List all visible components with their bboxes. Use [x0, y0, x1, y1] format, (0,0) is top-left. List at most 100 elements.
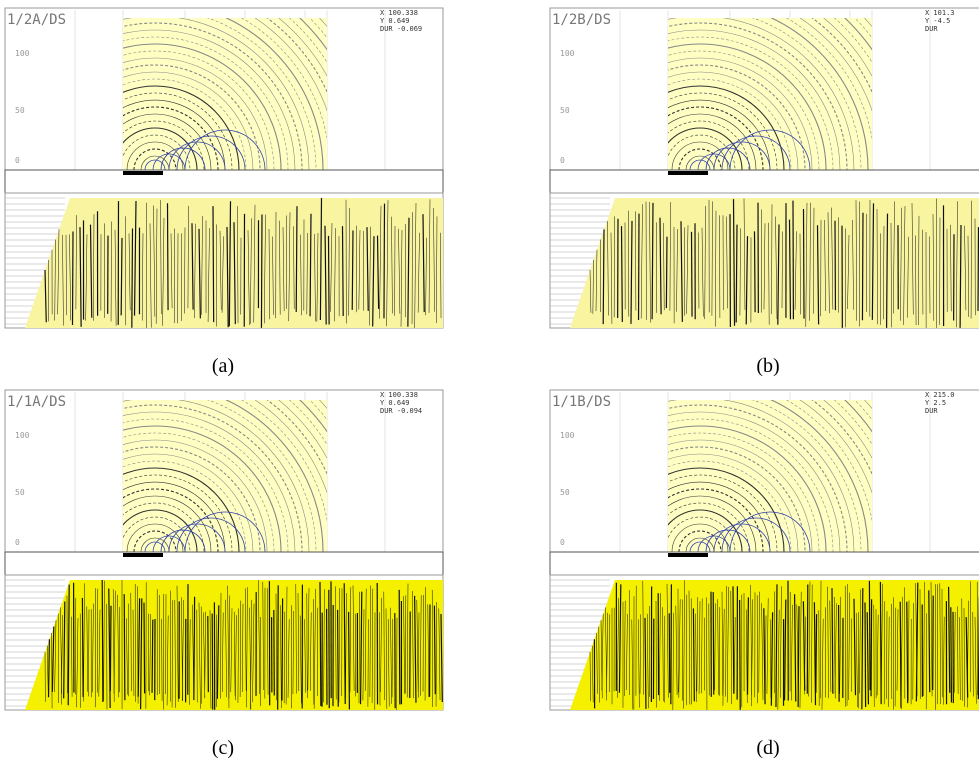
trace-spike: [181, 599, 184, 701]
trace-spike: [83, 583, 85, 702]
trace-spike: [883, 601, 886, 705]
trace-spike: [915, 235, 917, 326]
trace-spike: [870, 599, 873, 697]
trace-spike: [602, 229, 605, 325]
trace-spike: [620, 226, 623, 323]
trace-spike: [802, 209, 805, 319]
trace-spike: [923, 581, 925, 696]
trace-spike: [821, 618, 824, 710]
trace-spike: [804, 616, 806, 695]
trace-spike: [189, 619, 191, 705]
trace-spike: [71, 231, 74, 325]
trace-spike: [309, 213, 312, 317]
trace-spike: [438, 608, 441, 701]
trace-spike: [745, 236, 749, 325]
blue-arc: [176, 517, 246, 553]
trace-spike: [959, 617, 961, 701]
trace-spike: [768, 222, 770, 325]
trace-spike: [383, 591, 385, 701]
trace-spike: [589, 269, 592, 313]
trace-spike: [824, 220, 826, 311]
trace-spike: [726, 216, 728, 309]
trace-spike: [201, 215, 203, 315]
blue-arc: [705, 147, 751, 171]
source-bar: [123, 553, 163, 557]
trace-spike: [171, 600, 173, 708]
trace-spike: [912, 603, 914, 700]
trace-spike: [338, 588, 341, 703]
wave-field: [123, 400, 327, 552]
trace-spike: [341, 226, 344, 317]
trace-spike: [166, 203, 169, 311]
wave-arc: [140, 537, 170, 552]
wave-arc: [123, 71, 254, 170]
trace-spike: [791, 604, 793, 701]
trace-spike: [54, 620, 57, 693]
trace-spike: [812, 207, 815, 314]
trace-spike: [433, 207, 435, 312]
wave-arc: [668, 481, 771, 552]
wave-arc: [140, 155, 170, 170]
trace-spike: [847, 235, 850, 309]
trace-spike: [888, 616, 890, 707]
trace-spike: [868, 580, 871, 691]
trace-spike: [811, 584, 813, 703]
trace-spike: [894, 607, 897, 707]
trace-spike: [358, 230, 361, 310]
wave-arc: [668, 64, 806, 170]
trace-spike: [683, 580, 685, 709]
trace-spike: [730, 590, 732, 705]
trace-spike: [216, 605, 220, 699]
source-bar: [668, 171, 708, 175]
trace-spike: [283, 611, 286, 704]
trace-spike: [230, 608, 233, 693]
trace-spike: [974, 616, 977, 704]
wave-arc: [678, 148, 722, 170]
trace-spike: [440, 232, 442, 319]
trace-spike: [379, 205, 382, 319]
trace-spike: [896, 609, 899, 691]
wave-arc: [668, 113, 757, 170]
trace-spike: [915, 582, 919, 702]
trace-spike: [237, 206, 239, 324]
trace-spike: [376, 235, 380, 309]
trace-spike: [436, 216, 438, 323]
trace-spike: [219, 230, 222, 310]
trace-spike: [950, 607, 953, 703]
trace-spike: [433, 605, 436, 695]
trace-spike: [672, 612, 674, 710]
trace-spike: [287, 619, 290, 698]
trace: [25, 198, 443, 328]
y-label: 50: [560, 106, 570, 115]
strip: [4, 551, 444, 576]
trace-spike: [319, 582, 322, 707]
trace-spike: [626, 614, 628, 691]
trace-spike: [133, 201, 137, 316]
trace-spike: [153, 205, 156, 317]
trace-spike: [366, 227, 369, 311]
trace-spike: [820, 580, 822, 699]
trace-spike: [207, 228, 210, 323]
trace-spike: [422, 214, 425, 313]
readout: DUR: [925, 25, 938, 33]
trace-spike: [617, 597, 619, 698]
wave-arc: [668, 134, 736, 170]
trace-spike: [848, 592, 850, 700]
trace-spike: [262, 581, 264, 691]
y-label: 100: [15, 431, 30, 440]
blue-arc: [184, 129, 266, 171]
trace-spike: [62, 234, 64, 326]
trace-spike: [75, 215, 77, 310]
wave-arc: [668, 453, 799, 552]
trace-spike: [701, 227, 704, 317]
trace-spike: [659, 217, 662, 315]
wave-arc: [123, 453, 254, 552]
readout: X 215.0: [925, 391, 955, 399]
wave-arc: [123, 460, 247, 552]
wave-arc: [123, 29, 296, 170]
trace-spike: [427, 604, 430, 698]
y-label: 50: [15, 488, 25, 497]
wave-arc: [811, 400, 872, 476]
trace-spike: [838, 605, 840, 702]
trace-spike: [323, 589, 325, 703]
